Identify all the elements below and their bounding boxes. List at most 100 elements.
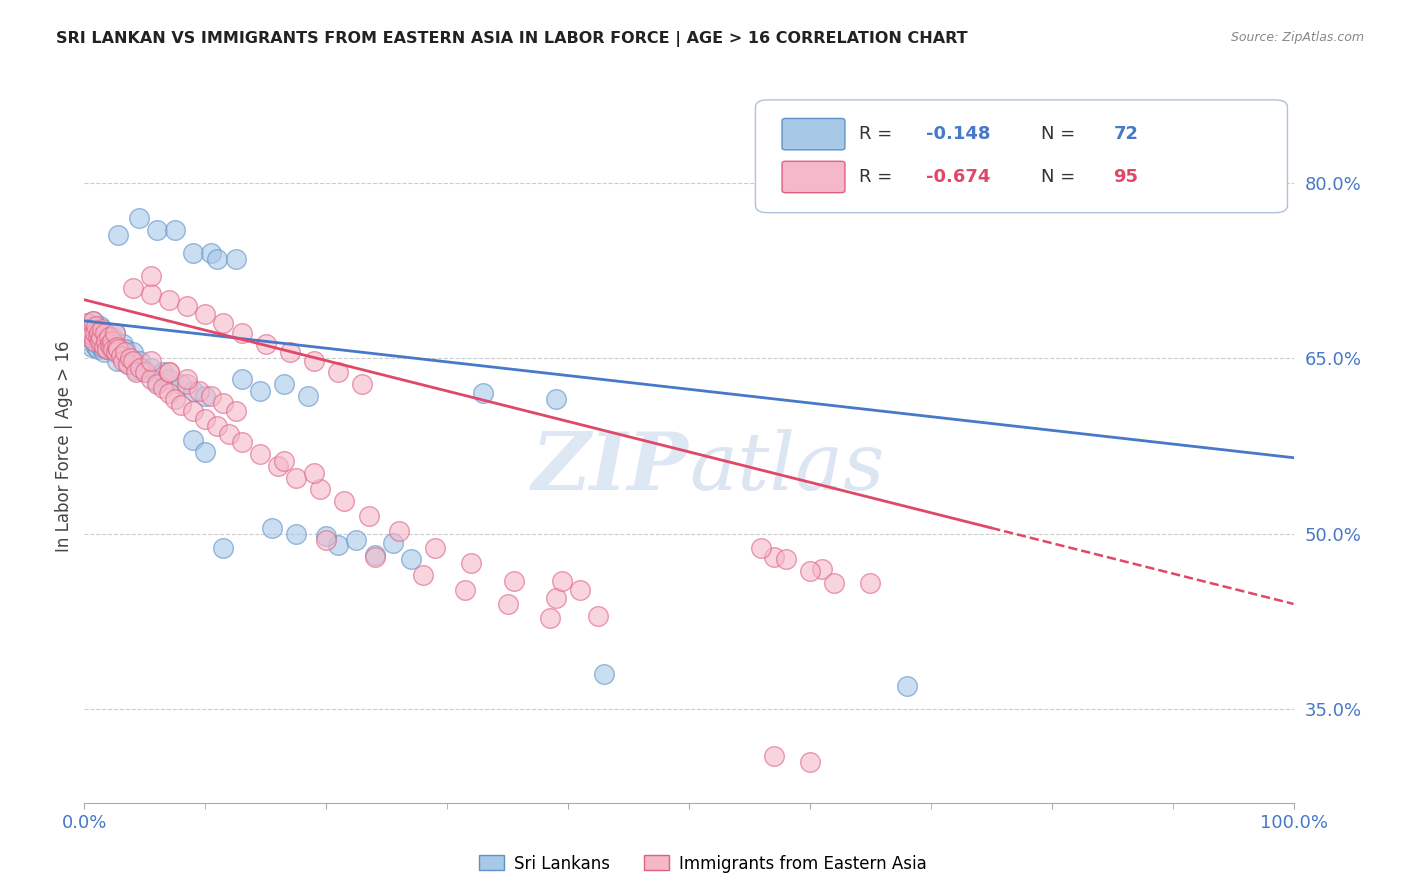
FancyBboxPatch shape <box>755 100 1288 212</box>
Point <box>357 509 380 524</box>
Point <box>89 318 111 333</box>
Point <box>89 334 111 348</box>
Point <box>231 435 253 450</box>
Text: N =: N = <box>1040 168 1081 186</box>
Point <box>176 372 198 386</box>
Point <box>79 334 101 348</box>
Point <box>267 458 290 473</box>
Point <box>79 322 101 336</box>
Point <box>104 326 127 340</box>
Y-axis label: In Labor Force | Age > 16: In Labor Force | Age > 16 <box>55 340 73 552</box>
Point <box>249 384 271 398</box>
Point <box>302 353 325 368</box>
Point <box>107 228 129 243</box>
Point <box>157 293 180 307</box>
Point <box>107 342 129 356</box>
Point <box>218 427 240 442</box>
Point <box>207 419 229 434</box>
Point <box>569 582 592 597</box>
Point <box>91 334 114 348</box>
Point <box>96 342 118 356</box>
Point <box>89 330 111 344</box>
Point <box>388 524 411 539</box>
Point <box>121 353 143 368</box>
Point <box>83 334 105 348</box>
Point <box>762 550 785 565</box>
Point <box>90 340 112 354</box>
Point <box>97 330 120 344</box>
Point <box>157 372 180 386</box>
Point <box>775 552 797 566</box>
Point <box>82 314 104 328</box>
Point <box>90 330 112 344</box>
FancyBboxPatch shape <box>782 161 845 193</box>
Point <box>284 526 308 541</box>
Point <box>84 330 107 344</box>
Point <box>91 340 114 354</box>
Point <box>128 211 150 225</box>
Point <box>544 591 567 605</box>
Point <box>117 357 139 371</box>
Point <box>87 334 110 348</box>
Point <box>107 340 129 354</box>
Point <box>112 353 135 368</box>
Point <box>163 222 186 236</box>
Point <box>77 326 100 340</box>
Point <box>80 340 103 354</box>
Point <box>114 342 136 356</box>
Point <box>87 326 110 340</box>
Point <box>86 322 108 336</box>
Point <box>284 470 308 484</box>
Point <box>139 372 162 386</box>
Point <box>76 322 98 336</box>
Point <box>96 342 118 356</box>
Point <box>129 353 152 368</box>
Text: -0.674: -0.674 <box>927 168 990 186</box>
Point <box>77 327 100 342</box>
Point <box>823 575 845 590</box>
Point <box>103 340 125 354</box>
Point <box>454 582 477 597</box>
Point <box>751 541 773 555</box>
Point <box>157 386 180 401</box>
FancyBboxPatch shape <box>782 119 845 150</box>
Text: 72: 72 <box>1114 125 1139 143</box>
Point <box>212 395 235 409</box>
Point <box>363 550 385 565</box>
Point <box>86 318 108 333</box>
Point <box>212 316 235 330</box>
Text: ZIP: ZIP <box>531 429 689 506</box>
Point <box>121 345 143 359</box>
Point <box>86 330 108 344</box>
Point <box>315 533 337 547</box>
Point <box>86 327 108 342</box>
Point <box>328 365 350 379</box>
Point <box>231 372 253 386</box>
Point <box>110 349 132 363</box>
Point <box>104 345 127 359</box>
Point <box>181 404 204 418</box>
Text: SRI LANKAN VS IMMIGRANTS FROM EASTERN ASIA IN LABOR FORCE | AGE > 16 CORRELATION: SRI LANKAN VS IMMIGRANTS FROM EASTERN AS… <box>56 31 967 47</box>
Point <box>896 679 918 693</box>
Text: atlas: atlas <box>689 429 884 506</box>
Point <box>315 529 337 543</box>
Point <box>152 380 174 394</box>
Point <box>105 353 128 368</box>
Text: 95: 95 <box>1114 168 1139 186</box>
Point <box>157 365 180 379</box>
Point <box>200 246 222 260</box>
Point <box>460 556 482 570</box>
Point <box>105 340 128 354</box>
Point <box>212 541 235 555</box>
Point <box>101 330 124 344</box>
Legend: Sri Lankans, Immigrants from Eastern Asia: Sri Lankans, Immigrants from Eastern Asi… <box>472 848 934 880</box>
Point <box>77 330 100 344</box>
Point <box>84 326 107 340</box>
Point <box>98 337 121 351</box>
Point <box>103 342 125 356</box>
Point <box>762 749 785 764</box>
Point <box>101 334 124 348</box>
Point <box>538 611 561 625</box>
Point <box>139 287 162 301</box>
Point <box>333 494 356 508</box>
